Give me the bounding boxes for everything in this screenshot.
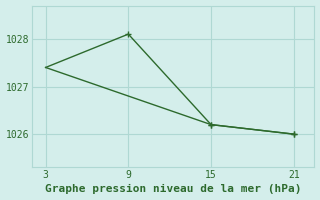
X-axis label: Graphe pression niveau de la mer (hPa): Graphe pression niveau de la mer (hPa) xyxy=(45,184,301,194)
